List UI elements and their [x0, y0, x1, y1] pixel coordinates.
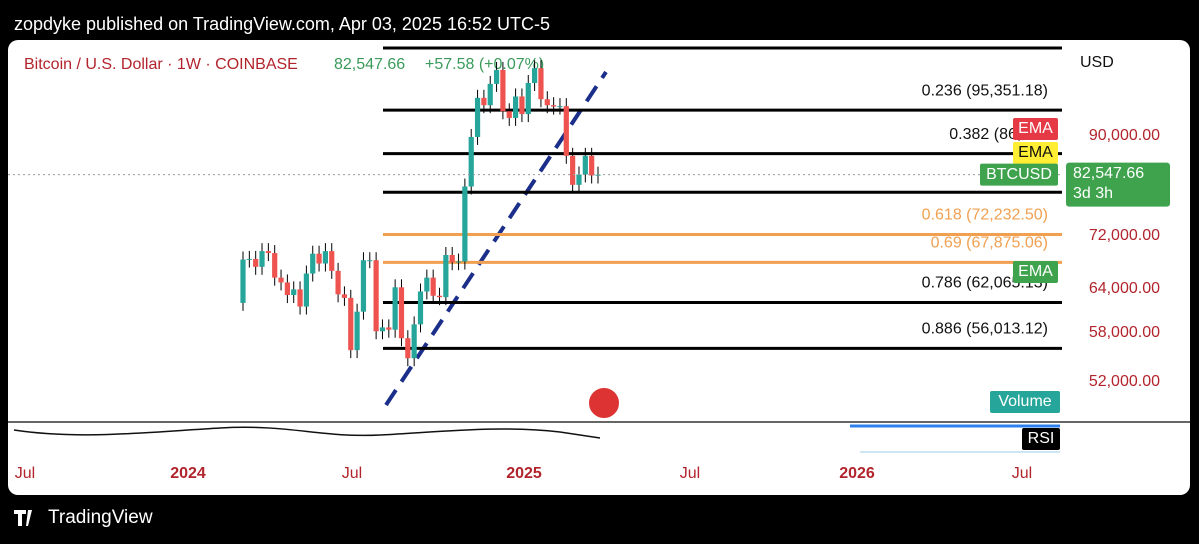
- candle-body: [589, 155, 595, 176]
- candle-body: [443, 254, 449, 298]
- candle-body: [284, 282, 290, 296]
- y-tick-label: 72,000.00: [1089, 227, 1160, 244]
- candle-body: [253, 258, 259, 267]
- candle-body: [265, 251, 271, 254]
- x-tick-label: Jul: [680, 465, 700, 482]
- candle-body: [570, 155, 576, 185]
- candle-body: [297, 289, 303, 307]
- tag-rsi: RSI: [1028, 430, 1055, 447]
- candle-body: [525, 82, 531, 115]
- candle-body: [538, 68, 544, 100]
- candle-body: [303, 273, 309, 307]
- candle-body: [506, 111, 512, 118]
- tag-ema3: EMA: [1018, 263, 1053, 280]
- price-tag: [1066, 162, 1170, 207]
- x-tick-label: 2026: [839, 465, 875, 482]
- tag-symbol: BTCUSD: [986, 166, 1052, 183]
- candle-body: [341, 294, 348, 298]
- candle-body: [519, 96, 525, 115]
- candle-body: [468, 136, 474, 187]
- candle-body: [582, 155, 588, 175]
- candle-body: [291, 289, 297, 296]
- candle-body: [455, 261, 462, 263]
- candle-body: [310, 253, 316, 274]
- candle-body: [424, 277, 430, 292]
- fib-label: 0.69 (67,875.06): [931, 235, 1048, 252]
- candle-body: [367, 260, 373, 262]
- fib-label: 0.886 (56,013.12): [922, 321, 1048, 338]
- rsi-line: [13, 426, 601, 439]
- candle-body: [278, 277, 284, 283]
- tag-bg: [1013, 118, 1058, 140]
- candle-body: [462, 186, 468, 262]
- candle-body: [316, 253, 322, 264]
- candle-body: [563, 106, 569, 156]
- y-tick-label: 90,000.00: [1089, 127, 1160, 144]
- tag-bg: [990, 391, 1060, 413]
- fib-label: 0.618 (72,232.50): [922, 207, 1048, 224]
- candle-body: [576, 174, 582, 185]
- price-tag-value: 82,547.66: [1073, 165, 1144, 182]
- tag-bg: [1022, 428, 1060, 450]
- candle-body: [551, 105, 557, 107]
- candle-body: [392, 287, 398, 330]
- candle-body: [322, 251, 329, 264]
- fib-label: 0.236 (95,351.18): [922, 82, 1048, 99]
- x-tick-label: Jul: [1012, 465, 1032, 482]
- x-tick-label: 2024: [170, 465, 206, 482]
- candle-body: [449, 254, 455, 263]
- countdown: 3d 3h: [1073, 185, 1113, 202]
- candle-body: [430, 277, 436, 296]
- tag-bg: [980, 163, 1058, 186]
- candle-body: [417, 291, 424, 325]
- last-price: 82,547.66: [334, 56, 405, 73]
- candle-body: [348, 297, 354, 351]
- candle-body: [240, 259, 246, 303]
- candle-body: [411, 324, 417, 359]
- candle-body: [246, 258, 252, 260]
- tag-volume: Volume: [998, 393, 1051, 410]
- event-icon: [587, 386, 621, 420]
- price-change: +57.58 (+0.07%): [425, 56, 544, 73]
- candle-body: [436, 295, 443, 298]
- candle-body: [335, 270, 341, 295]
- candle-body: [512, 96, 519, 118]
- candle-body: [481, 97, 487, 106]
- x-tick-label: 2025: [506, 465, 542, 482]
- candle-body: [474, 97, 481, 137]
- y-tick-label: 64,000.00: [1089, 280, 1160, 297]
- brand: TradingView: [48, 507, 153, 528]
- candle-body: [329, 251, 335, 271]
- symbol-title: Bitcoin / U.S. Dollar · 1W · COINBASE: [24, 56, 298, 73]
- candle-body: [354, 311, 360, 351]
- candle-body: [272, 253, 278, 278]
- candle-body: [532, 68, 538, 83]
- logo: [14, 510, 32, 526]
- candle-body: [500, 69, 506, 112]
- candle-body: [386, 327, 392, 330]
- publisher: zopdyke published on TradingView.com, Ap…: [14, 14, 550, 34]
- candle-body: [379, 327, 386, 332]
- candle-body: [373, 260, 379, 332]
- candle-body: [557, 106, 563, 108]
- tag-bg: [1013, 142, 1058, 164]
- x-tick-label: Jul: [15, 465, 35, 482]
- x-tick-label: Jul: [342, 465, 362, 482]
- currency: USD: [1080, 54, 1114, 71]
- candle-body: [487, 83, 493, 106]
- candle-body: [493, 69, 500, 84]
- y-tick-label: 58,000.00: [1089, 324, 1160, 341]
- candle-body: [398, 287, 405, 339]
- candle-body: [544, 99, 550, 106]
- tag-ema1: EMA: [1018, 120, 1053, 137]
- tag-bg: [1013, 261, 1058, 283]
- candle-body: [259, 251, 265, 267]
- candle-body: [360, 260, 367, 312]
- candle-body: [405, 338, 411, 359]
- tag-ema2: EMA: [1018, 144, 1053, 161]
- y-tick-label: 52,000.00: [1089, 373, 1160, 390]
